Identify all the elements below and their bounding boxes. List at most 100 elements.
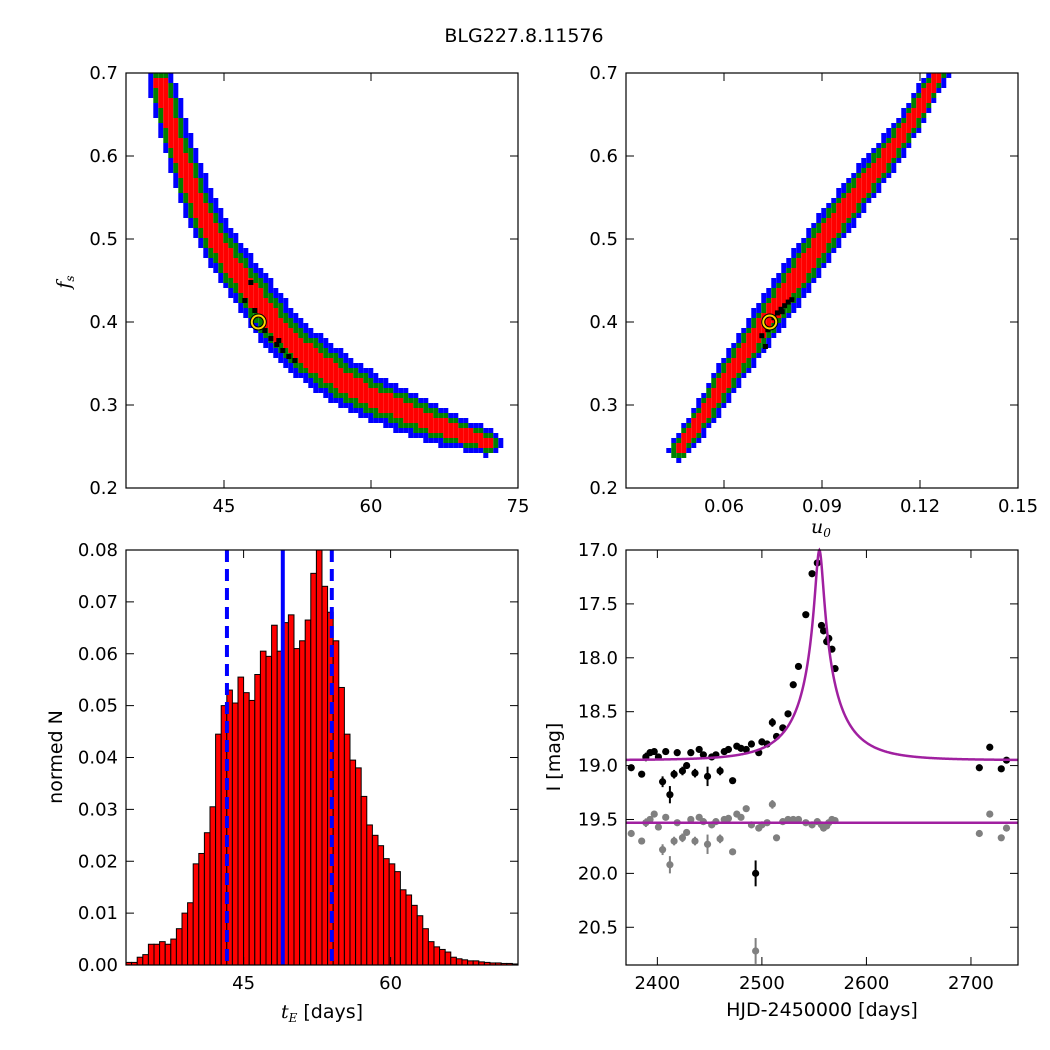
- confidence-cell: [806, 243, 812, 248]
- confidence-cell: [363, 368, 369, 373]
- confidence-cell: [851, 223, 857, 228]
- confidence-cell: [413, 398, 419, 403]
- confidence-cell: [781, 288, 787, 293]
- confidence-cell: [383, 393, 389, 398]
- data-point: [724, 745, 733, 754]
- confidence-cell: [801, 263, 807, 268]
- confidence-cell: [771, 288, 777, 293]
- confidence-cell: [706, 423, 712, 428]
- y-tick-label: 0.3: [89, 395, 118, 416]
- confidence-cell: [856, 188, 862, 193]
- sample-point: [252, 308, 258, 313]
- confidence-cell: [786, 278, 792, 283]
- data-point: [784, 815, 792, 824]
- confidence-cell: [931, 73, 937, 78]
- y-tick-label: 0.07: [78, 592, 118, 613]
- confidence-cell: [821, 233, 827, 238]
- data-point: [678, 767, 687, 775]
- confidence-cell: [168, 73, 174, 78]
- confidence-cell: [846, 188, 852, 193]
- confidence-cell: [721, 378, 727, 383]
- confidence-cell: [313, 358, 319, 363]
- confidence-cell: [438, 428, 444, 433]
- confidence-cell: [851, 193, 857, 198]
- confidence-cell: [228, 278, 234, 283]
- confidence-cell: [911, 128, 917, 133]
- confidence-cell: [781, 283, 787, 288]
- confidence-cell: [871, 178, 877, 183]
- confidence-cell: [821, 243, 827, 248]
- confidence-cell: [781, 318, 787, 323]
- confidence-cell: [721, 398, 727, 403]
- confidence-cell: [791, 288, 797, 293]
- confidence-cell: [213, 198, 219, 203]
- confidence-cell: [906, 133, 912, 138]
- confidence-cell: [876, 188, 882, 193]
- confidence-cell: [223, 273, 229, 278]
- confidence-cell: [463, 448, 469, 453]
- confidence-cell: [706, 398, 712, 403]
- confidence-cell: [408, 418, 414, 423]
- confidence-cell: [208, 208, 214, 213]
- confidence-cell: [906, 113, 912, 118]
- confidence-cell: [173, 128, 179, 133]
- confidence-cell: [796, 253, 802, 258]
- confidence-cell: [358, 368, 364, 373]
- confidence-cell: [298, 373, 304, 378]
- histogram-bar: [467, 960, 474, 966]
- confidence-cell: [308, 363, 314, 368]
- confidence-cell: [268, 348, 274, 353]
- confidence-cell: [691, 413, 697, 418]
- y-tick-label: 0.2: [589, 478, 618, 499]
- confidence-cell: [786, 293, 792, 298]
- confidence-cell: [676, 438, 682, 443]
- confidence-cell: [228, 248, 234, 253]
- confidence-cell: [203, 213, 209, 218]
- confidence-cell: [886, 138, 892, 143]
- confidence-cell: [393, 428, 399, 433]
- confidence-cell: [213, 208, 219, 213]
- confidence-cell: [851, 213, 857, 218]
- confidence-cell: [298, 323, 304, 328]
- confidence-cell: [881, 133, 887, 138]
- confidence-cell: [173, 173, 179, 178]
- confidence-cell: [921, 78, 927, 83]
- confidence-cell: [458, 418, 464, 423]
- confidence-cell: [243, 268, 249, 273]
- confidence-cell: [881, 178, 887, 183]
- confidence-cell: [263, 343, 269, 348]
- confidence-cell: [213, 218, 219, 223]
- confidence-cell: [483, 443, 489, 448]
- confidence-cell: [926, 73, 932, 78]
- confidence-cell: [288, 333, 294, 338]
- tick-marks: 45 600.000.010.020.030.040.050.060.070.08: [78, 540, 518, 994]
- confidence-cell: [781, 313, 787, 318]
- axes-frame: [125, 72, 519, 489]
- confidence-cell: [398, 398, 404, 403]
- confidence-cell: [896, 148, 902, 153]
- confidence-cell: [741, 358, 747, 363]
- confidence-cell: [253, 318, 259, 323]
- confidence-cell: [468, 423, 474, 428]
- confidence-cell: [871, 163, 877, 168]
- confidence-cell: [378, 398, 384, 403]
- confidence-cell: [283, 308, 289, 313]
- confidence-cell: [368, 388, 374, 393]
- confidence-cell: [158, 98, 164, 103]
- confidence-cell: [328, 368, 334, 373]
- confidence-cell: [218, 233, 224, 238]
- confidence-cell: [721, 403, 727, 408]
- confidence-cell: [198, 188, 204, 193]
- confidence-cell: [188, 138, 194, 143]
- confidence-cell: [826, 208, 832, 213]
- confidence-cell: [153, 78, 159, 83]
- confidence-cell: [208, 248, 214, 253]
- confidence-cell: [796, 273, 802, 278]
- confidence-cell: [736, 368, 742, 373]
- confidence-cell: [173, 143, 179, 148]
- confidence-cell: [428, 428, 434, 433]
- confidence-cell: [453, 423, 459, 428]
- confidence-cell: [268, 283, 274, 288]
- confidence-cell: [831, 233, 837, 238]
- confidence-cell: [493, 433, 499, 438]
